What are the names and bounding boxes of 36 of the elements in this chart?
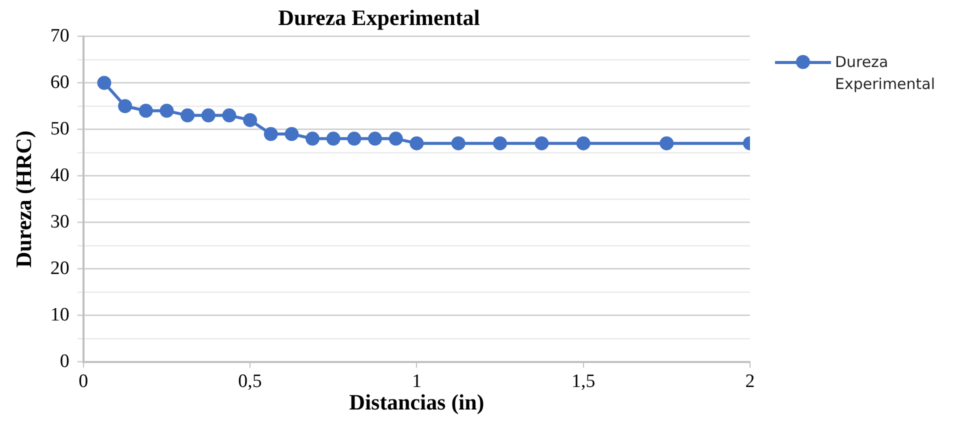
y-tick-label: 60 <box>50 72 70 93</box>
point <box>347 132 362 146</box>
point <box>160 104 174 118</box>
point <box>368 132 382 146</box>
y-tick-label: 40 <box>50 164 70 186</box>
point <box>306 132 320 146</box>
y-axis-title: Dureza (HRC) <box>10 130 36 268</box>
x-tick-label: 2 <box>745 371 755 392</box>
x-tick-label: 0 <box>78 371 88 392</box>
point <box>410 136 424 150</box>
point <box>660 136 674 150</box>
y-tick-label: 30 <box>50 211 70 232</box>
point <box>264 127 278 142</box>
point <box>534 136 549 150</box>
point <box>180 108 195 122</box>
point <box>493 136 508 150</box>
y-tick-label: 10 <box>50 304 70 326</box>
x-tick-label: 1,5 <box>571 371 596 392</box>
x-tick-label: 0,5 <box>238 371 262 392</box>
point <box>201 108 216 122</box>
point <box>576 136 590 150</box>
point <box>222 108 236 122</box>
point <box>284 127 299 142</box>
legend-label: Dureza Experimental <box>835 52 936 95</box>
chart-title: Dureza Experimental <box>278 4 480 30</box>
point <box>388 132 403 146</box>
point <box>326 132 340 146</box>
y-tick-label: 20 <box>50 258 70 279</box>
point <box>451 136 466 150</box>
point <box>138 104 153 118</box>
y-tick-label: 50 <box>50 118 70 140</box>
y-tick-label: 0 <box>60 350 70 372</box>
point <box>97 76 112 90</box>
y-tick-label: 70 <box>50 25 70 46</box>
point <box>243 113 258 128</box>
point <box>118 99 132 114</box>
